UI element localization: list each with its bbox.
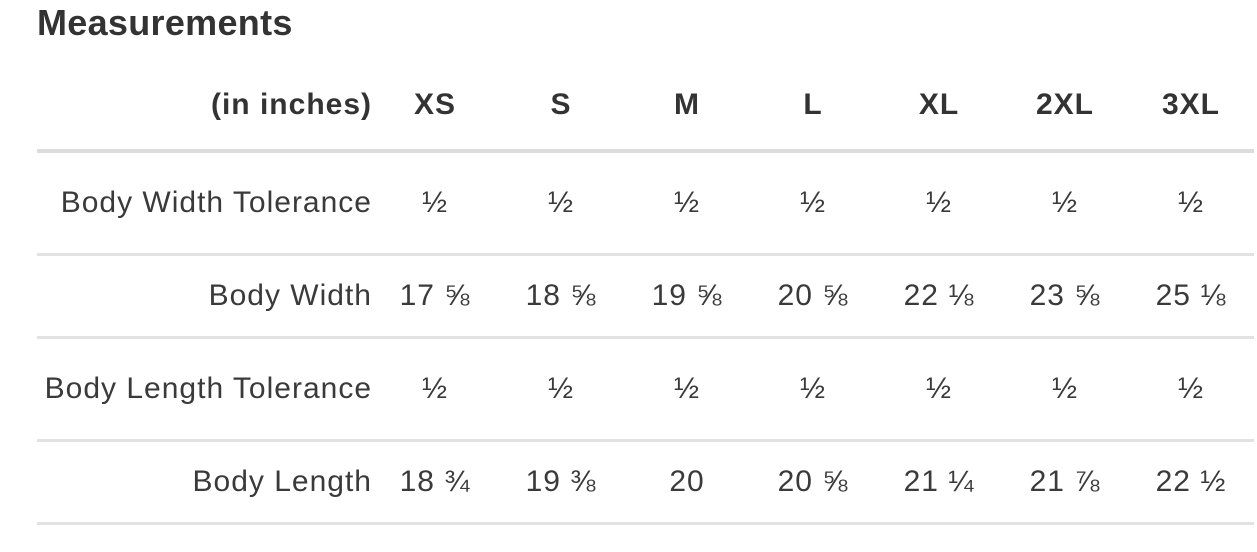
table-row: Body Width 17 ⅝ 18 ⅝ 19 ⅝ 20 ⅝ 22 ⅛ 23 ⅝ 25 ⅛: [37, 255, 1254, 338]
measurement-cell: ½: [673, 372, 701, 405]
measurement-cell: ½: [799, 186, 827, 219]
unit-header: (in inches): [210, 87, 372, 121]
measurement-cell: 19 ⅝: [651, 279, 723, 312]
measurements-table: (in inches) XS S M L XL 2XL 3XL Body Wid…: [37, 60, 1254, 525]
size-header: S: [550, 87, 572, 121]
measurement-cell: 25 ⅛: [1155, 279, 1227, 312]
measurement-cell: 18 ⅝: [525, 279, 597, 312]
measurement-cell: 20 ⅝: [777, 279, 849, 312]
measurement-cell: ½: [925, 372, 953, 405]
measurement-cell: ½: [1051, 186, 1079, 219]
measurement-cell: ½: [1177, 372, 1205, 405]
measurement-cell: 21 ¼: [903, 465, 975, 498]
table-row: Body Width Tolerance ½ ½ ½ ½ ½ ½ ½: [37, 151, 1254, 255]
measurement-cell: ½: [547, 186, 575, 219]
measurement-cell: ½: [799, 372, 827, 405]
table-row: Body Length Tolerance ½ ½ ½ ½ ½ ½ ½: [37, 338, 1254, 441]
size-header: L: [803, 87, 823, 121]
measurement-cell: ½: [547, 372, 575, 405]
row-label: Body Length Tolerance: [44, 372, 372, 405]
row-label: Body Width: [208, 279, 372, 312]
measurement-cell: 22 ⅛: [903, 279, 975, 312]
size-header: XL: [918, 87, 960, 121]
size-header: 2XL: [1035, 87, 1095, 121]
measurement-cell: ½: [421, 186, 449, 219]
size-header: XS: [413, 87, 457, 121]
size-header: 3XL: [1161, 87, 1221, 121]
measurement-cell: 22 ½: [1155, 465, 1227, 498]
measurement-cell: 21 ⅞: [1029, 465, 1101, 498]
measurement-cell: 20: [669, 465, 705, 498]
measurement-cell: ½: [673, 186, 701, 219]
header-row: (in inches) XS S M L XL 2XL 3XL: [37, 60, 1254, 151]
measurement-cell: 20 ⅝: [777, 465, 849, 498]
row-label: Body Length: [192, 465, 372, 498]
measurement-cell: ½: [1051, 372, 1079, 405]
page-title: Measurements: [37, 2, 293, 43]
measurement-cell: 17 ⅝: [399, 279, 471, 312]
row-label: Body Width Tolerance: [60, 186, 372, 219]
measurement-cell: ½: [925, 186, 953, 219]
measurement-cell: ½: [421, 372, 449, 405]
measurement-cell: 18 ¾: [399, 465, 471, 498]
size-header: M: [674, 87, 700, 121]
table-row: Body Length 18 ¾ 19 ⅜ 20 20 ⅝ 21 ¼ 21 ⅞ 22 ½: [37, 441, 1254, 524]
measurement-cell: 19 ⅜: [525, 465, 597, 498]
measurement-cell: ½: [1177, 186, 1205, 219]
measurement-cell: 23 ⅝: [1029, 279, 1101, 312]
